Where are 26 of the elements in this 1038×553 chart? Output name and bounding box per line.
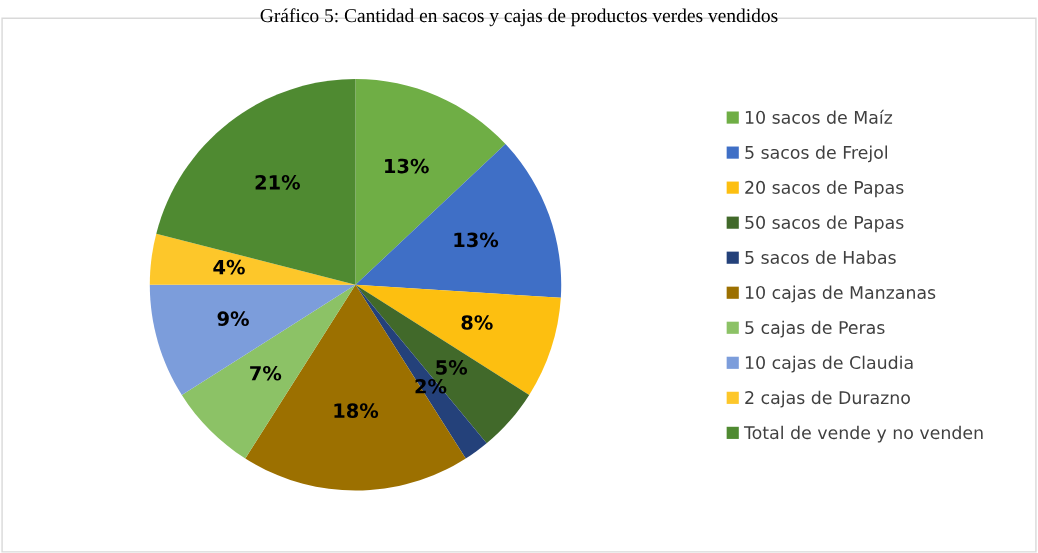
legend-label: Total de vende y no venden (743, 425, 983, 443)
chart-title: Gráfico 5: Cantidad en sacos y cajas de productos verdes vendidos (260, 8, 778, 27)
legend-label: 5 sacos de Habas (745, 250, 896, 265)
pie-slice (149, 233, 356, 285)
pie-slice (355, 284, 561, 396)
data-label: 4% (213, 259, 245, 275)
legend-label: 5 cajas de Peras (745, 320, 885, 338)
data-label: 13% (385, 158, 429, 174)
legend-label: 20 sacos de Papas (745, 180, 904, 198)
legend-label: 5 sacos de Frejol (745, 145, 888, 163)
data-label: 9% (217, 311, 249, 327)
data-label: 7% (250, 365, 282, 381)
pie-slice (355, 143, 562, 298)
pie-slice (149, 284, 356, 396)
legend-label: 2 cajas de Durazno (745, 390, 910, 408)
legend-label: 10 sacos de Maíz (745, 109, 893, 124)
data-label: 5% (436, 360, 468, 375)
legend-label: 50 sacos de Papas (745, 215, 904, 233)
data-label: 18% (334, 403, 379, 418)
pie-slice (156, 79, 356, 285)
legend-label: 10 cajas de Manzanas (745, 285, 936, 303)
pie-slice (355, 79, 506, 285)
legend-label: 10 cajas de Claudia (745, 355, 913, 373)
data-label: 8% (461, 315, 493, 330)
data-label: 21% (255, 174, 300, 190)
data-label: 13% (454, 232, 499, 248)
